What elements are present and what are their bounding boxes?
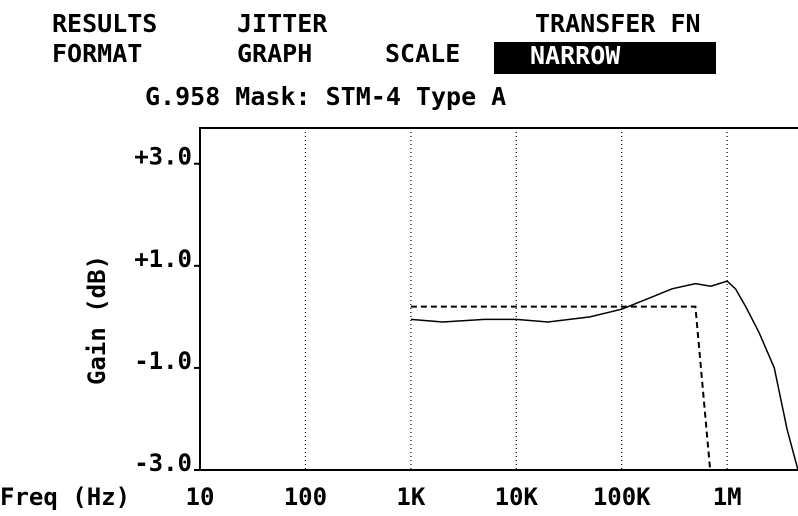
series-line [410,305,712,471]
y-tick-label: -1.0 [134,347,192,375]
y-axis-label: Gain (dB) [83,255,111,385]
y-tick-label: +1.0 [134,245,192,273]
x-tick-label: 100 [284,483,327,511]
y-tick-label: +3.0 [134,143,192,171]
x-tick-label: 10K [495,483,539,511]
x-tick-label: 1M [713,483,742,511]
menu-results: RESULTS [52,9,157,38]
menu-narrow: NARROW [530,41,621,70]
x-tick-label: 1K [396,483,425,511]
highlight-box [494,42,716,74]
x-axis-label: Freq (Hz) [0,483,130,511]
series-line [410,280,798,471]
y-tick-label: -3.0 [134,449,192,477]
menu-scale: SCALE [385,39,460,68]
menu-format: FORMAT [52,39,142,68]
menu-jitter: JITTER [237,9,328,38]
x-tick-label: 100K [593,483,651,511]
chart-title: G.958 Mask: STM-4 Type A [145,82,506,111]
plot-frame [199,127,798,471]
x-tick-label: 10 [186,483,215,511]
menu-graph: GRAPH [237,39,312,68]
menu-transfer: TRANSFER FN [535,9,701,38]
